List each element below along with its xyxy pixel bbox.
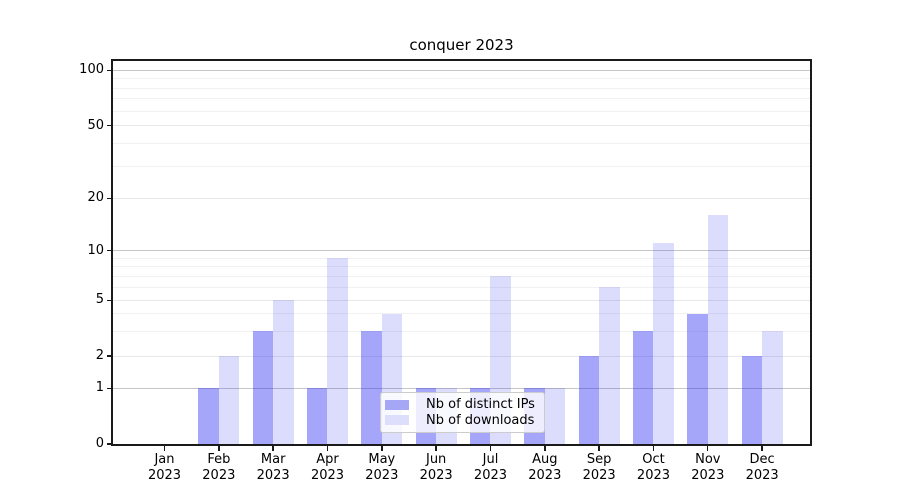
y-tick-mark-20 bbox=[106, 197, 112, 199]
bar-distinct-ips-sep bbox=[578, 356, 600, 444]
y-tick-label-20: 20 bbox=[87, 190, 104, 206]
gridline-y-30 bbox=[113, 165, 810, 167]
x-tick-label-dec: Dec 2023 bbox=[745, 452, 779, 483]
bar-distinct-ips-dec bbox=[741, 356, 763, 444]
legend: Nb of distinct IPs Nb of downloads bbox=[380, 392, 545, 433]
gridline-y-1 bbox=[113, 387, 810, 389]
bar-downloads-apr bbox=[327, 258, 348, 444]
gridline-y-8 bbox=[113, 266, 810, 268]
x-tick-label-feb: Feb 2023 bbox=[202, 452, 236, 483]
bar-downloads-nov bbox=[707, 215, 729, 444]
legend-label-distinct-ips: Nb of distinct IPs bbox=[426, 397, 535, 413]
gridline-y-90 bbox=[113, 78, 810, 80]
x-tick-label-may: May 2023 bbox=[365, 452, 399, 483]
x-tick-mark-sep bbox=[598, 445, 600, 451]
gridline-y-80 bbox=[113, 87, 810, 89]
legend-swatch-distinct-ips bbox=[385, 399, 409, 410]
y-tick-mark-5 bbox=[106, 299, 112, 301]
bar-distinct-ips-may bbox=[361, 331, 382, 444]
y-tick-mark-1 bbox=[106, 387, 112, 390]
axis-spine-top bbox=[111, 59, 812, 61]
y-tick-label-5: 5 bbox=[95, 292, 104, 308]
y-tick-mark-50 bbox=[106, 125, 112, 127]
gridline-y-9 bbox=[113, 257, 810, 259]
axis-spine-right bbox=[810, 59, 812, 446]
x-tick-mark-oct bbox=[652, 445, 655, 451]
bar-distinct-ips-mar bbox=[252, 331, 274, 444]
x-tick-mark-jul bbox=[489, 445, 492, 451]
bar-distinct-ips-nov bbox=[687, 313, 708, 444]
gridline-y-40 bbox=[113, 142, 810, 144]
bar-downloads-oct bbox=[653, 243, 674, 444]
bar-distinct-ips-oct bbox=[632, 331, 654, 444]
x-tick-label-jun: Jun 2023 bbox=[419, 452, 453, 483]
x-tick-label-sep: Sep 2023 bbox=[582, 452, 616, 483]
y-tick-label-0: 0 bbox=[95, 436, 104, 451]
y-tick-mark-0 bbox=[106, 443, 112, 445]
gridline-y-4 bbox=[113, 313, 810, 315]
y-tick-mark-10 bbox=[106, 250, 112, 252]
y-tick-mark-2 bbox=[106, 355, 112, 357]
y-tick-label-10: 10 bbox=[87, 242, 104, 258]
gridline-y-3 bbox=[113, 330, 810, 332]
axis-spine-bottom bbox=[111, 444, 812, 446]
x-tick-mark-may bbox=[381, 445, 383, 451]
gridline-y-2 bbox=[113, 355, 810, 357]
x-tick-label-aug: Aug 2023 bbox=[528, 452, 562, 483]
bar-downloads-sep bbox=[599, 287, 620, 444]
x-tick-mark-jun bbox=[435, 445, 437, 451]
x-tick-label-mar: Mar 2023 bbox=[256, 452, 290, 483]
y-tick-mark-100 bbox=[106, 69, 112, 71]
y-tick-label-50: 50 bbox=[87, 117, 104, 133]
x-tick-mark-apr bbox=[326, 445, 329, 451]
x-tick-mark-feb bbox=[218, 445, 220, 451]
legend-item-downloads: Nb of downloads bbox=[385, 413, 537, 429]
bar-downloads-feb bbox=[218, 356, 240, 444]
gridline-y-60 bbox=[113, 110, 810, 112]
y-tick-label-100: 100 bbox=[79, 62, 104, 78]
gridline-y-10 bbox=[113, 250, 810, 252]
chart-title: conquer 2023 bbox=[409, 36, 514, 54]
bar-downloads-dec bbox=[762, 331, 783, 444]
bar-downloads-mar bbox=[273, 300, 294, 444]
x-tick-label-apr: Apr 2023 bbox=[310, 452, 345, 483]
gridline-y-7 bbox=[113, 275, 810, 277]
x-tick-mark-dec bbox=[761, 445, 763, 451]
x-tick-mark-jan bbox=[163, 445, 166, 451]
x-tick-label-oct: Oct 2023 bbox=[636, 452, 671, 483]
x-tick-mark-mar bbox=[272, 445, 274, 451]
x-tick-mark-nov bbox=[707, 445, 709, 451]
bar-distinct-ips-apr bbox=[306, 388, 328, 444]
gridline-y-20 bbox=[113, 197, 810, 199]
legend-label-downloads: Nb of downloads bbox=[426, 412, 535, 428]
gridline-y-5 bbox=[113, 299, 810, 301]
legend-swatch-downloads bbox=[385, 415, 409, 426]
x-tick-label-jul: Jul 2023 bbox=[473, 452, 508, 483]
gridline-y-100 bbox=[113, 69, 810, 71]
gridline-y-50 bbox=[113, 125, 810, 127]
gridline-y-70 bbox=[113, 98, 810, 100]
axis-spine-left bbox=[111, 59, 113, 446]
bar-downloads-aug bbox=[544, 388, 566, 444]
x-tick-label-nov: Nov 2023 bbox=[691, 452, 725, 483]
x-tick-mark-aug bbox=[544, 445, 546, 451]
legend-item-distinct-ips: Nb of distinct IPs bbox=[385, 397, 537, 413]
bar-distinct-ips-feb bbox=[198, 388, 219, 444]
y-tick-label-1: 1 bbox=[95, 380, 104, 396]
x-tick-label-jan: Jan 2023 bbox=[147, 452, 182, 483]
y-tick-label-2: 2 bbox=[95, 348, 104, 363]
gridline-y-6 bbox=[113, 286, 810, 288]
